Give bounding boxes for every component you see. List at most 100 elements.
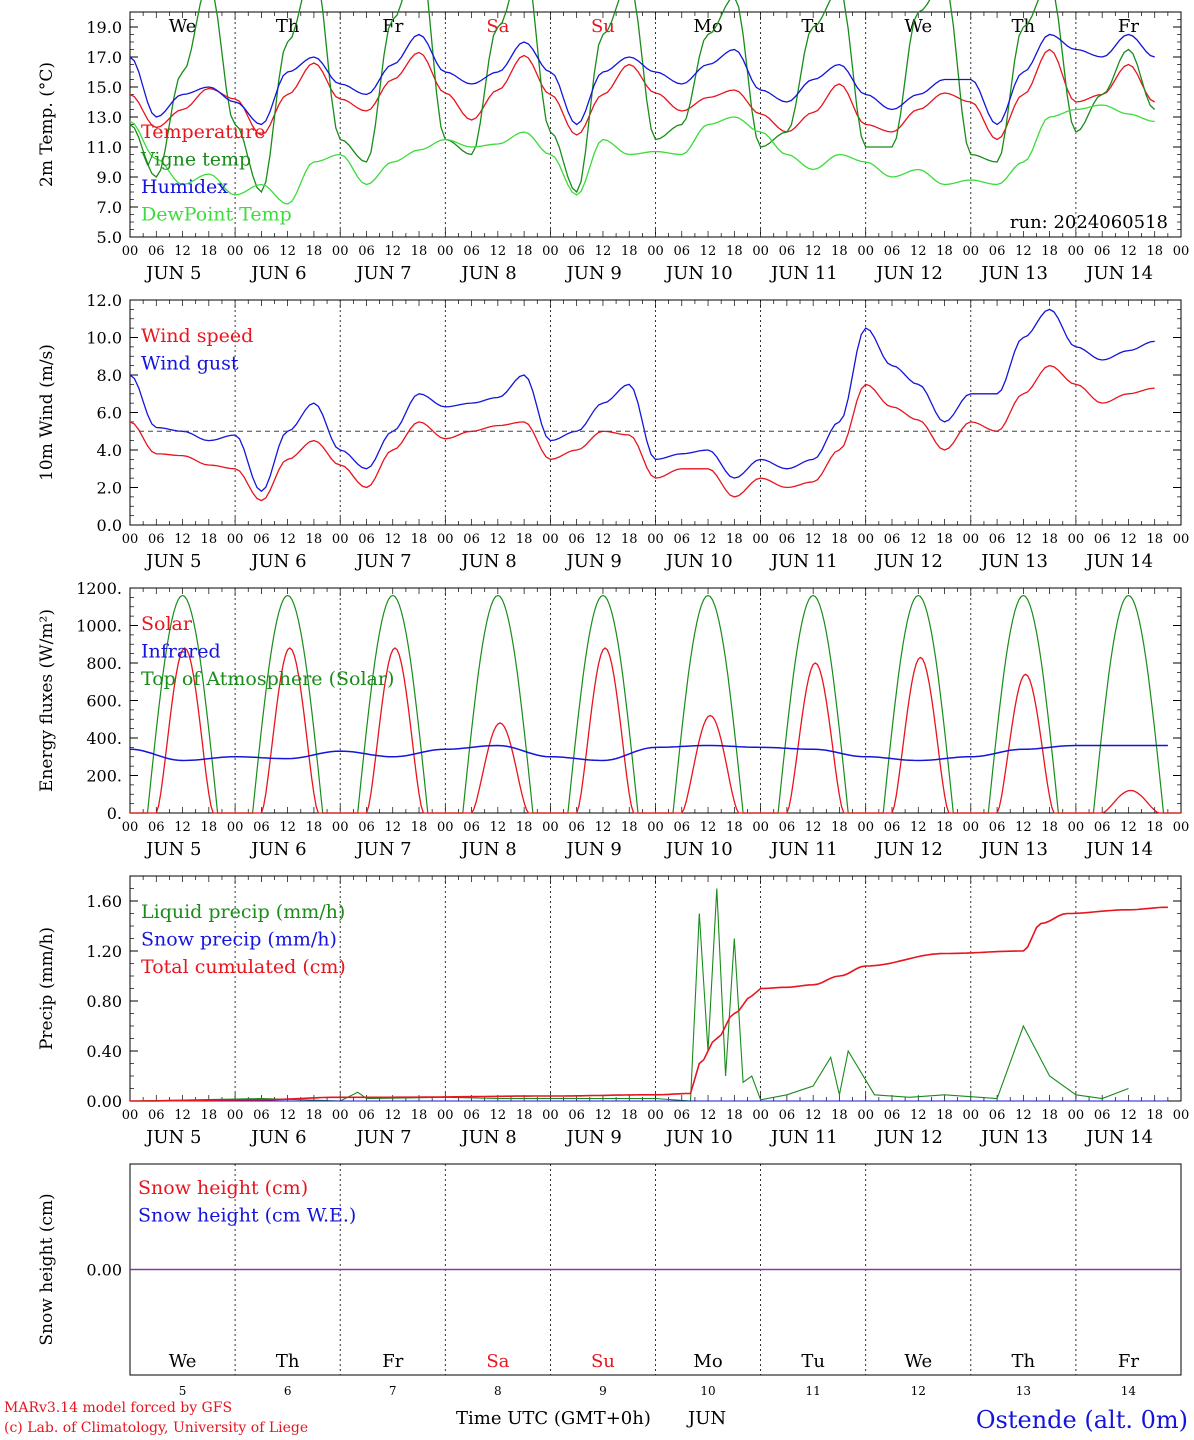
series-line-vigne-temp: [129, 0, 1156, 194]
hour-tick-label: 06: [568, 820, 585, 835]
hour-tick-label: 12: [1015, 1108, 1032, 1123]
hour-tick-label: 06: [989, 820, 1006, 835]
legend-entry: Liquid precip (mm/h): [141, 901, 345, 923]
y-tick-label: 9.0: [97, 168, 122, 187]
hour-tick-label: 12: [1015, 532, 1032, 547]
y-tick-label: 1200.: [76, 579, 122, 598]
weekday-label: Su: [591, 1351, 615, 1372]
hour-tick-label: 06: [884, 1108, 901, 1123]
series-line-temperature: [129, 48, 1156, 141]
hour-tick-label: 12: [700, 1108, 717, 1123]
hour-tick-label: 18: [516, 820, 533, 835]
hour-tick-label: 00: [437, 532, 454, 547]
date-label: JUN 11: [769, 263, 838, 284]
y-tick-label: 0.0: [97, 516, 122, 535]
hour-tick-label: 12: [1120, 820, 1137, 835]
hour-tick-label: 06: [358, 1108, 375, 1123]
y-tick-label: 12.0: [86, 291, 122, 310]
y-tick-label: 13.0: [86, 108, 122, 127]
weekday-label: We: [904, 16, 932, 37]
panel-2: 0.0 2.0 4.0 6.0 8.0 10.0 12.0 10m Wind (m/s) 00 0…: [37, 291, 1189, 572]
hour-tick-label: 00: [963, 244, 980, 259]
date-label: JUN 9: [565, 839, 622, 860]
hour-tick-label: 06: [884, 244, 901, 259]
hour-tick-label: 00: [227, 244, 244, 259]
weekday-label: Tu: [801, 1351, 825, 1372]
y-tick-label: 0.80: [86, 992, 122, 1011]
hour-tick-label: 18: [831, 244, 848, 259]
hour-tick-label: 06: [1094, 820, 1111, 835]
hour-tick-label: 18: [306, 820, 323, 835]
hour-tick-label: 18: [201, 244, 218, 259]
date-label: JUN 6: [249, 263, 306, 284]
date-label: JUN 5: [144, 551, 201, 572]
y-tick-label: 5.0: [97, 228, 122, 247]
hour-tick-label: 12: [174, 1108, 191, 1123]
hour-tick-label: 18: [1146, 532, 1163, 547]
series-line-solar: [130, 647, 1181, 814]
hour-tick-label: 00: [963, 1108, 980, 1123]
y-tick-label: 0.: [107, 804, 122, 823]
date-label: JUN 13: [979, 551, 1048, 572]
legend-entry: Wind gust: [141, 353, 239, 375]
hour-tick-label: 00: [227, 1108, 244, 1123]
y-tick-label: 0.40: [86, 1042, 122, 1061]
day-number-label: 13: [1016, 1384, 1031, 1398]
hour-tick-label: 18: [1041, 532, 1058, 547]
hour-tick-label: 00: [857, 532, 874, 547]
y-tick-label: 1.60: [86, 892, 122, 911]
hour-tick-label: 06: [463, 1108, 480, 1123]
date-label: JUN 12: [874, 551, 943, 572]
y-tick-label: 400.: [86, 729, 122, 748]
hour-tick-label: 18: [621, 820, 638, 835]
date-label: JUN 12: [874, 263, 943, 284]
date-label: JUN 8: [459, 551, 516, 572]
date-label: JUN 14: [1084, 1127, 1153, 1148]
hour-tick-label: 12: [384, 1108, 401, 1123]
weekday-label: Th: [276, 16, 300, 37]
hour-tick-label: 06: [358, 532, 375, 547]
hour-tick-label: 00: [332, 1108, 349, 1123]
hour-tick-label: 18: [726, 820, 743, 835]
y-axis-label: Precip (mm/h): [37, 927, 57, 1050]
hour-tick-label: 18: [201, 532, 218, 547]
hour-tick-label: 12: [174, 244, 191, 259]
hour-tick-label: 12: [910, 820, 927, 835]
hour-tick-label: 00: [332, 820, 349, 835]
hour-tick-label: 12: [910, 532, 927, 547]
hour-tick-label: 06: [463, 532, 480, 547]
hour-tick-label: 00: [1068, 1108, 1085, 1123]
date-label: JUN 10: [664, 551, 733, 572]
hour-tick-label: 00: [332, 244, 349, 259]
legend-entry: Total cumulated (cm): [141, 956, 346, 978]
y-tick-label: 17.0: [86, 48, 122, 67]
hour-tick-label: 00: [647, 820, 664, 835]
hour-tick-label: 00: [647, 532, 664, 547]
hour-tick-label: 00: [542, 820, 559, 835]
day-number-label: 14: [1121, 1384, 1137, 1398]
hour-tick-label: 06: [674, 244, 691, 259]
hour-tick-label: 18: [1041, 820, 1058, 835]
weekday-label: Mo: [693, 1351, 722, 1372]
hour-tick-label: 00: [437, 820, 454, 835]
date-label: JUN 10: [664, 839, 733, 860]
y-tick-label: 8.0: [97, 366, 122, 385]
hour-tick-label: 12: [279, 532, 296, 547]
y-tick-label: 4.0: [97, 441, 122, 460]
hour-tick-label: 18: [1041, 1108, 1058, 1123]
hour-tick-label: 00: [122, 244, 139, 259]
weekday-label: We: [904, 1351, 932, 1372]
date-label: JUN 7: [354, 839, 411, 860]
legend-entry: Solar: [141, 613, 193, 635]
series-line-total-cumulated-cm-: [130, 906, 1168, 1102]
legend-entry: Snow height (cm): [138, 1177, 308, 1199]
model-credit-line1: MARv3.14 model forced by GFS: [4, 1400, 232, 1416]
weekday-label: Sa: [486, 1351, 509, 1372]
weekday-label: Fr: [1118, 1351, 1139, 1372]
date-label: JUN 12: [874, 1127, 943, 1148]
date-label: JUN 8: [459, 839, 516, 860]
hour-tick-label: 00: [122, 820, 139, 835]
series-line-dewpoint-temp: [129, 104, 1155, 205]
hour-tick-label: 00: [752, 820, 769, 835]
chart-panels: 5.0 7.0 9.0 11.0 13.0 15.0 17.0 19.0 2m Temp. (°…: [37, 0, 1189, 1398]
